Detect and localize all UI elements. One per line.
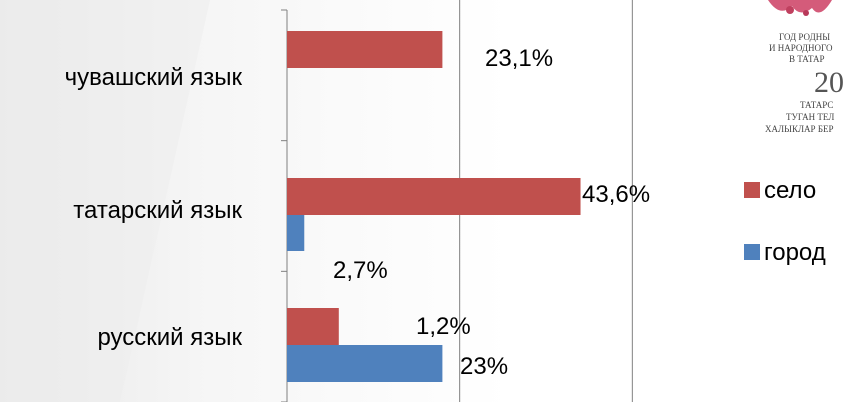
data-label: 1,2% bbox=[416, 313, 471, 340]
logo-line: В ТАТАР bbox=[789, 54, 825, 64]
data-labels: 23,1% 43,6% 1,2% 2,7% 23% bbox=[333, 45, 650, 380]
logo-flower-icon bbox=[768, 0, 832, 13]
bar bbox=[287, 345, 443, 382]
logo-line: ХАЛЫКЛАР БЕР bbox=[765, 124, 833, 134]
background-shape bbox=[0, 0, 210, 402]
bars bbox=[287, 31, 581, 382]
legend: село город bbox=[744, 177, 826, 266]
logo-line: И НАРОДНОГО bbox=[769, 43, 833, 53]
bar bbox=[287, 308, 339, 345]
logo-dot-icon bbox=[803, 10, 809, 16]
category-label: русский язык bbox=[97, 324, 242, 351]
logo-line: ГОД РОДНЫ bbox=[779, 32, 830, 42]
legend-swatch bbox=[744, 244, 760, 260]
logo-line: ТУГАН ТЕЛ bbox=[786, 112, 834, 122]
logo-year: 20 bbox=[814, 66, 844, 99]
data-label: 2,7% bbox=[333, 257, 388, 284]
bar bbox=[287, 215, 305, 251]
logo-line: ТАТАРС bbox=[800, 100, 833, 110]
legend-label: город bbox=[764, 239, 826, 266]
data-label: 23% bbox=[460, 353, 508, 380]
bar bbox=[287, 178, 581, 215]
legend-label: село bbox=[764, 177, 816, 204]
logo-dot-icon bbox=[786, 6, 794, 14]
category-labels: чувашский язык татарский язык русский язык bbox=[65, 64, 243, 351]
category-label: татарский язык bbox=[73, 197, 242, 224]
bar bbox=[287, 31, 443, 68]
category-label: чувашский язык bbox=[65, 64, 243, 91]
legend-swatch bbox=[744, 182, 760, 198]
data-label: 43,6% bbox=[582, 181, 650, 208]
data-label: 23,1% bbox=[485, 45, 553, 72]
logo: ГОД РОДНЫ И НАРОДНОГО В ТАТАР 20 ТАТАРС … bbox=[765, 0, 844, 134]
